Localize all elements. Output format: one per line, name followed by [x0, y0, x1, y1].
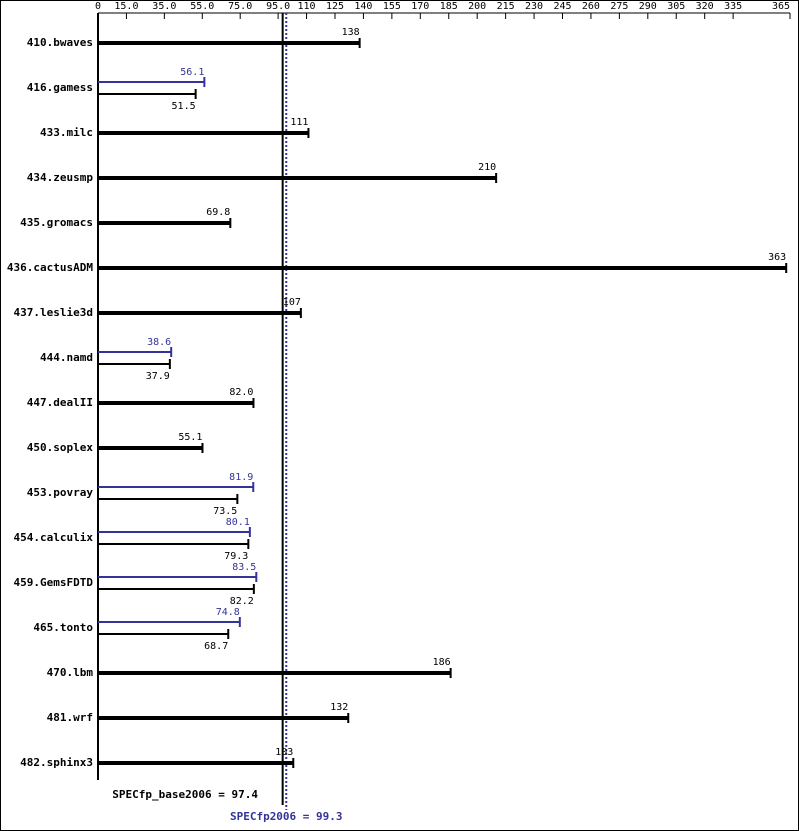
x-tick-label: 320: [696, 1, 714, 12]
x-tick-label: 155: [383, 1, 401, 12]
value-label: 138: [342, 27, 360, 38]
x-tick-label: 275: [610, 1, 628, 12]
value-label: 103: [275, 747, 293, 758]
category-label: 454.calculix: [14, 531, 94, 544]
x-tick-label: 185: [440, 1, 458, 12]
x-tick-label: 200: [468, 1, 486, 12]
value-label: 80.1: [226, 517, 250, 528]
category-label: 482.sphinx3: [20, 756, 93, 769]
value-label: 132: [330, 702, 348, 713]
x-tick-label: 0: [95, 1, 101, 12]
category-label: 433.milc: [40, 126, 93, 139]
category-label: 450.soplex: [27, 441, 94, 454]
value-label: 83.5: [232, 562, 256, 573]
value-label: 38.6: [147, 337, 171, 348]
reference-label: SPECfp2006 = 99.3: [230, 810, 343, 823]
value-label: 111: [290, 117, 308, 128]
value-label: 51.5: [172, 101, 196, 112]
x-tick-label: 230: [525, 1, 543, 12]
value-label: 74.8: [216, 607, 240, 618]
value-label: 186: [433, 657, 451, 668]
value-label: 81.9: [229, 472, 253, 483]
value-label: 82.2: [230, 596, 254, 607]
value-label: 79.3: [224, 551, 248, 562]
category-label: 437.leslie3d: [14, 306, 93, 319]
x-tick-label: 290: [639, 1, 657, 12]
value-label: 107: [283, 297, 301, 308]
x-tick-label: 245: [553, 1, 571, 12]
x-tick-label: 260: [582, 1, 600, 12]
x-tick-label: 125: [326, 1, 344, 12]
value-label: 37.9: [146, 371, 170, 382]
x-tick-label: 35.0: [152, 1, 176, 12]
category-label: 436.cactusADM: [7, 261, 93, 274]
x-tick-label: 55.0: [190, 1, 214, 12]
category-label: 444.namd: [40, 351, 93, 364]
x-tick-label: 15.0: [114, 1, 138, 12]
category-label: 416.gamess: [27, 81, 93, 94]
category-label: 453.povray: [27, 486, 94, 499]
category-label: 434.zeusmp: [27, 171, 94, 184]
category-label: 447.dealII: [27, 396, 93, 409]
value-label: 68.7: [204, 641, 228, 652]
value-label: 55.1: [178, 432, 202, 443]
category-label: 470.lbm: [47, 666, 94, 679]
x-tick-label: 75.0: [228, 1, 252, 12]
category-label: 410.bwaves: [27, 36, 93, 49]
value-label: 73.5: [213, 506, 237, 517]
x-tick-label: 305: [667, 1, 685, 12]
x-tick-label: 170: [411, 1, 429, 12]
category-label: 435.gromacs: [20, 216, 93, 229]
x-tick-label: 110: [298, 1, 316, 12]
value-label: 363: [768, 252, 786, 263]
x-tick-label: 140: [354, 1, 372, 12]
category-label: 465.tonto: [33, 621, 93, 634]
value-label: 56.1: [180, 67, 204, 78]
reference-label: SPECfp_base2006 = 97.4: [112, 788, 258, 801]
value-label: 210: [478, 162, 496, 173]
x-tick-label: 215: [497, 1, 515, 12]
x-tick-label: 95.0: [266, 1, 290, 12]
value-label: 69.8: [206, 207, 230, 218]
category-label: 459.GemsFDTD: [14, 576, 94, 589]
category-label: 481.wrf: [47, 711, 93, 724]
x-tick-label: 365: [772, 1, 790, 12]
x-tick-label: 335: [724, 1, 742, 12]
value-label: 82.0: [229, 387, 253, 398]
